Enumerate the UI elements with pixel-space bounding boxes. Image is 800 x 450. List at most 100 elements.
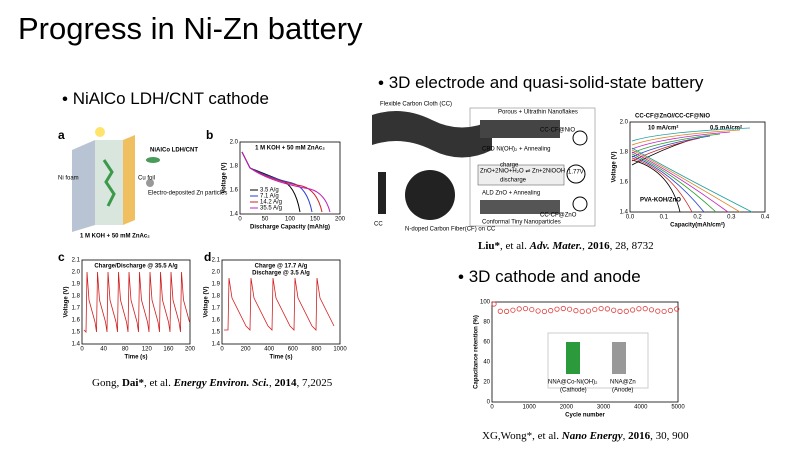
label: 0: [487, 400, 491, 406]
curve: [631, 149, 741, 213]
author: XG,Wong*: [482, 430, 532, 442]
label: Porous + Ultrathin Nanoflakes: [498, 110, 578, 116]
label: 80: [483, 320, 490, 326]
retention-point: [541, 308, 548, 315]
label: CC-CF@ZnO//CC-CF@NiO: [635, 114, 710, 120]
curve: [631, 151, 729, 213]
retention-point: [554, 306, 560, 312]
label: 14.2 A/g: [260, 200, 282, 206]
label: 5000: [671, 405, 685, 411]
label: Flexible Carbon Cloth (CC): [380, 102, 452, 108]
author: Dai*: [122, 377, 145, 389]
bullet: • NiAlCo LDH/CNT cathode: [62, 89, 269, 108]
curve: [631, 147, 753, 213]
label: Voltage (V): [64, 287, 70, 318]
label: ALD ZnO + Annealing: [482, 191, 540, 197]
label: CBD Ni(OH)₂ + Annealing: [482, 147, 551, 153]
retention-point: [510, 307, 516, 313]
retention-point: [522, 305, 529, 312]
label: ZnO+2NiO+H₂O ⇌ Zn+2NiOOH: [480, 168, 565, 175]
curve: [631, 153, 717, 213]
label: 200: [335, 217, 346, 223]
anode-photo: [612, 342, 626, 374]
label: 1.6: [620, 180, 629, 186]
label: 400: [264, 347, 275, 353]
retention-point: [491, 301, 497, 307]
label: 0: [238, 217, 242, 223]
label: 200: [241, 347, 252, 353]
label: Charge @ 17.7 A/g: [255, 264, 308, 270]
label: Time (s): [270, 355, 293, 361]
label: 2000: [560, 405, 574, 411]
label: Capacity(mAh/cm²): [670, 222, 725, 229]
curve: [224, 277, 335, 331]
label: 1 M KOH + 50 mM ZnAc₂: [80, 234, 150, 240]
retention-point: [592, 306, 598, 313]
sep: ,: [269, 377, 275, 389]
curve: [631, 129, 741, 146]
label: 1.8: [230, 164, 239, 170]
label: 120: [142, 347, 153, 353]
label: Cycle number: [565, 413, 605, 419]
curve: [631, 157, 693, 213]
label: (Cathode): [560, 388, 587, 394]
sep: ,: [582, 240, 588, 252]
label: Voltage (V): [222, 163, 228, 194]
label: 1.8: [72, 294, 81, 300]
label: CC-CF@ZnO: [540, 213, 577, 219]
label: 200: [185, 347, 196, 353]
retention-point: [617, 308, 623, 314]
label: 1.7: [212, 306, 221, 312]
label: 1.4: [620, 210, 629, 216]
label: Time (s): [125, 355, 148, 361]
cathode-photo: [566, 342, 580, 374]
label: 1.8: [620, 150, 629, 156]
label: 1.4: [230, 212, 239, 218]
label: 20: [483, 380, 490, 386]
bullet: • 3D electrode and quasi-solid-state bat…: [378, 73, 704, 92]
label: 800: [311, 347, 322, 353]
retention-point: [573, 308, 579, 314]
label: 1.9: [212, 282, 221, 288]
label: 1.5: [212, 330, 221, 336]
label: b: [206, 128, 213, 142]
curve: [631, 131, 731, 150]
label: CC: [374, 222, 383, 228]
inset-photo: [547, 332, 649, 389]
retention-point: [535, 308, 541, 314]
label: 1000: [333, 347, 347, 353]
label: 3000: [597, 405, 611, 411]
curve: [631, 133, 721, 154]
label: 150: [310, 217, 321, 223]
retention-point: [636, 306, 642, 312]
label: Capacitance retention (%): [474, 315, 480, 389]
label: 4000: [634, 405, 648, 411]
plot-frame: [629, 121, 766, 213]
curve: [631, 159, 681, 213]
retention-point: [667, 307, 674, 314]
label: 40: [100, 347, 107, 353]
year: 2016: [588, 240, 611, 252]
retention-point: [529, 306, 535, 313]
retention-point: [604, 306, 611, 312]
label: Discharge Capacity (mAh/g): [250, 225, 330, 231]
citation: XG,Wong*, et al. Nano Energy, 2016, 30, …: [482, 430, 689, 442]
retention-point: [629, 307, 636, 313]
label: d: [204, 250, 211, 264]
bullet-text: NiAlCo LDH/CNT cathode: [73, 89, 269, 108]
label: 100: [285, 217, 296, 223]
etal: , et al.: [532, 430, 562, 442]
bullet-text: 3D cathode and anode: [469, 267, 641, 286]
label: c: [58, 250, 65, 264]
label: 100: [480, 300, 491, 306]
cell-illustration: [72, 127, 160, 232]
label: Voltage (V): [204, 287, 210, 318]
label: 0.3: [727, 215, 736, 221]
label: 0.4: [761, 215, 770, 221]
retention-point: [516, 306, 522, 312]
label: 2.0: [72, 270, 81, 276]
year: 2014: [274, 377, 297, 389]
curve: [241, 151, 331, 213]
curve: [241, 151, 313, 213]
